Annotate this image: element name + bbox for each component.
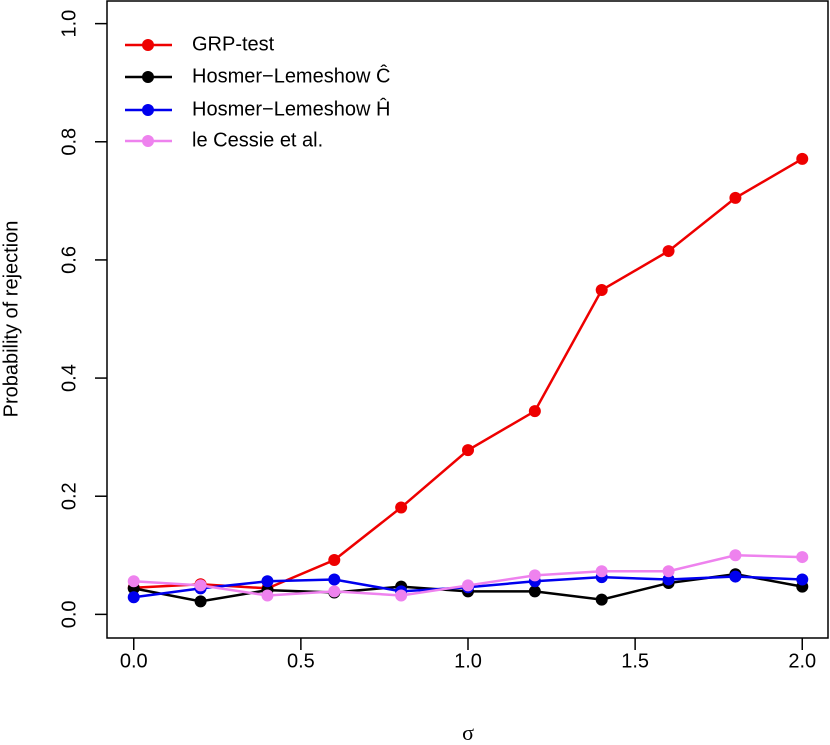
legend-label: GRP-test: [192, 33, 275, 55]
data-point: [662, 573, 675, 586]
data-point: [395, 589, 408, 602]
data-point: [528, 585, 541, 598]
data-point: [462, 444, 474, 457]
legend-marker: [142, 71, 154, 83]
data-point: [462, 579, 474, 592]
y-tick-label: 1.0: [58, 10, 80, 38]
legend-label: Hosmer−Lemeshow Ĥ: [192, 97, 390, 120]
data-point: [328, 573, 341, 586]
y-tick-label: 0.0: [58, 600, 80, 628]
plot-frame: [106, 0, 829, 639]
x-tick-label: 1.5: [621, 650, 649, 672]
data-point: [194, 579, 207, 592]
data-point: [729, 191, 742, 204]
data-point: [796, 551, 809, 564]
x-tick-label: 0.0: [120, 650, 148, 672]
data-point: [127, 575, 140, 588]
legend-marker: [142, 104, 154, 116]
data-point: [528, 569, 541, 582]
legend-label: le Cessie et al.: [192, 129, 323, 151]
y-tick-label: 0.4: [58, 364, 80, 392]
data-point: [127, 591, 140, 604]
data-point: [261, 575, 274, 588]
x-tick-label: 2.0: [788, 650, 816, 672]
y-tick-label: 0.2: [58, 482, 80, 510]
legend-label: Hosmer−Lemeshow Ĉ: [192, 64, 390, 87]
x-tick-label: 0.5: [287, 650, 315, 672]
x-axis-label: σ: [462, 720, 474, 745]
y-tick-label: 0.6: [58, 246, 80, 274]
data-point: [595, 593, 608, 606]
data-point: [662, 245, 675, 258]
data-point: [395, 501, 408, 514]
series-line: [133, 157, 803, 590]
data-point: [328, 554, 341, 567]
y-axis-label: Probability of rejection: [0, 221, 22, 418]
data-point: [729, 570, 742, 583]
data-point: [595, 565, 608, 578]
data-point: [796, 573, 809, 586]
data-point: [796, 152, 809, 165]
data-point: [729, 549, 742, 562]
data-point: [194, 595, 207, 608]
legend-marker: [142, 135, 154, 147]
y-tick-label: 0.8: [58, 128, 80, 156]
x-tick-label: 1.0: [454, 650, 482, 672]
legend-marker: [142, 39, 154, 51]
data-point: [662, 565, 675, 578]
data-point: [261, 589, 274, 602]
data-point: [595, 284, 608, 297]
data-point: [328, 585, 341, 598]
data-point: [528, 405, 541, 418]
